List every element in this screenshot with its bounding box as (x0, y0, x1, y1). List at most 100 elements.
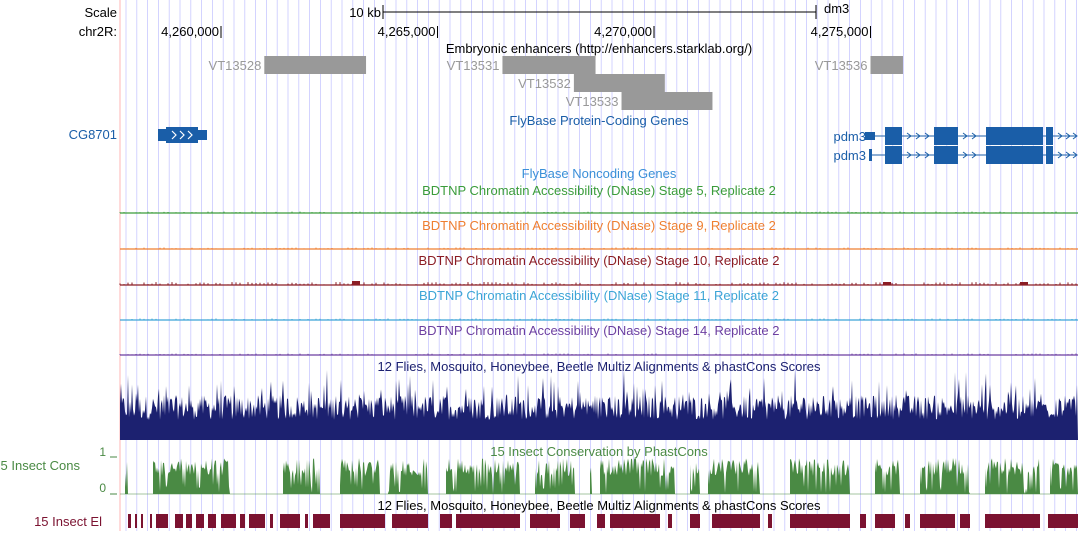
enhancer-feature[interactable] (573, 74, 665, 92)
phastcons-track[interactable] (120, 458, 1078, 495)
gene-exon[interactable] (1046, 146, 1053, 164)
assembly-label: dm3 (824, 1, 849, 16)
protein-genes-track-title: FlyBase Protein-Coding Genes (509, 113, 689, 128)
dnase-track-title: BDTNP Chromatin Accessibility (DNase) St… (419, 288, 779, 303)
conserved-element (905, 514, 910, 528)
gene-label-pdm3[interactable]: pdm3 (833, 148, 866, 163)
phastcons-signal (120, 458, 1078, 494)
strand-arrow (1065, 132, 1071, 140)
conserved-elements-track[interactable] (128, 514, 1078, 528)
conserved-element (768, 514, 772, 528)
cons-scale-max: 1 (99, 445, 106, 459)
elements-side-label[interactable]: 15 Insect El (34, 514, 102, 529)
multiz-track-title: 12 Flies, Mosquito, Honeybee, Beetle Mul… (378, 359, 821, 374)
dnase-track-title: BDTNP Chromatin Accessibility (DNase) St… (418, 323, 779, 338)
gene-utr[interactable] (158, 129, 166, 141)
strand-arrow (1057, 132, 1063, 140)
strand-arrow (906, 151, 912, 159)
conserved-element (440, 514, 452, 528)
strand-arrow (962, 132, 968, 140)
gene-exon[interactable] (885, 127, 902, 145)
gene-exon[interactable] (166, 127, 198, 143)
ruler-tick-label: 4,260,000 (161, 24, 219, 39)
gene-exon[interactable] (986, 146, 1043, 164)
strand-arrow (915, 151, 921, 159)
gene-utr[interactable] (198, 130, 207, 140)
strand-arrow (962, 151, 968, 159)
strand-arrow (187, 130, 193, 140)
strand-arrow (924, 132, 930, 140)
gene-exon[interactable] (934, 127, 958, 145)
conserved-element (570, 514, 585, 528)
gene-label-pdm3[interactable]: pdm3 (833, 129, 866, 144)
conserved-element (270, 514, 273, 528)
strand-arrow (1065, 151, 1071, 159)
strand-arrow (179, 130, 185, 140)
gene-exon[interactable] (1046, 127, 1053, 145)
ruler-tick-label: 4,275,000 (811, 24, 869, 39)
conserved-element (280, 514, 300, 528)
conserved-element (128, 514, 131, 528)
enhancer-label[interactable]: VT13533 (566, 94, 619, 109)
conserved-element (156, 514, 168, 528)
conserved-element (249, 514, 265, 528)
vertical-gridlines (125, 0, 1077, 531)
enhancers-track-title: Embryonic enhancers (http://enhancers.st… (446, 41, 752, 56)
enhancer-label[interactable]: VT13536 (815, 58, 868, 73)
strand-arrow (906, 132, 912, 140)
gene-label-cg8701[interactable]: CG8701 (69, 127, 117, 142)
dnase-peak (883, 282, 891, 285)
conserved-element (150, 514, 152, 528)
enhancer-label[interactable]: VT13532 (518, 76, 571, 91)
enhancer-label[interactable]: VT13531 (447, 58, 500, 73)
ruler-tick-label: 4,265,000 (378, 24, 436, 39)
conserved-element (597, 514, 605, 528)
enhancer-feature[interactable] (264, 56, 367, 74)
enhancer-label[interactable]: VT13528 (209, 58, 262, 73)
gene-utr[interactable] (869, 149, 872, 161)
conserved-element (141, 514, 143, 528)
gene-exon[interactable] (986, 127, 1043, 145)
multiz-conservation-track[interactable] (120, 370, 1078, 440)
gene-exon[interactable] (934, 146, 958, 164)
conserved-element (610, 514, 660, 528)
cons-track-title: 15 Insect Conservation by PhastCons (490, 444, 708, 459)
conserved-element (712, 514, 760, 528)
strand-arrow (1057, 151, 1063, 159)
enhancer-feature[interactable] (621, 92, 713, 110)
conserved-element (221, 514, 236, 528)
dnase-tracks[interactable]: BDTNP Chromatin Accessibility (DNase) St… (119, 183, 1078, 356)
conserved-element (392, 514, 428, 528)
conserved-element (690, 514, 700, 528)
ruler-tick-label: 4,270,000 (594, 24, 652, 39)
conserved-element (960, 514, 970, 528)
conserved-element (305, 514, 308, 528)
strand-arrow (924, 151, 930, 159)
conserved-element (1048, 514, 1078, 528)
base-position-ruler: 4,260,000 4,265,000 4,270,000 4,275,000 (161, 24, 871, 39)
chrom-label: chr2R: (79, 24, 117, 39)
enhancers-track[interactable]: VT13528 VT13531 VT13532 VT13533 VT13536 (209, 56, 903, 110)
strand-arrow (1072, 132, 1078, 140)
dnase-track-title: BDTNP Chromatin Accessibility (DNase) St… (422, 183, 776, 198)
cons-side-label[interactable]: 15 Insect Cons (0, 458, 80, 473)
conserved-element (530, 514, 560, 528)
conserved-element (196, 514, 204, 528)
multiz-signal (120, 370, 1078, 440)
conserved-element (175, 514, 183, 528)
gene-utr[interactable] (865, 132, 875, 140)
conserved-element (240, 514, 245, 528)
dnase-track-title: BDTNP Chromatin Accessibility (DNase) St… (422, 218, 776, 233)
protein-genes-track[interactable]: CG8701 pdm3 pdm3 (69, 127, 1078, 164)
conserved-element (340, 514, 385, 528)
conserved-element (875, 514, 895, 528)
enhancer-feature[interactable] (870, 56, 903, 74)
dnase-peak (1020, 282, 1028, 285)
enhancer-feature[interactable] (502, 56, 596, 74)
conserved-element (186, 514, 192, 528)
strand-arrow (971, 151, 977, 159)
strand-arrow (171, 130, 177, 140)
gene-exon[interactable] (885, 146, 902, 164)
